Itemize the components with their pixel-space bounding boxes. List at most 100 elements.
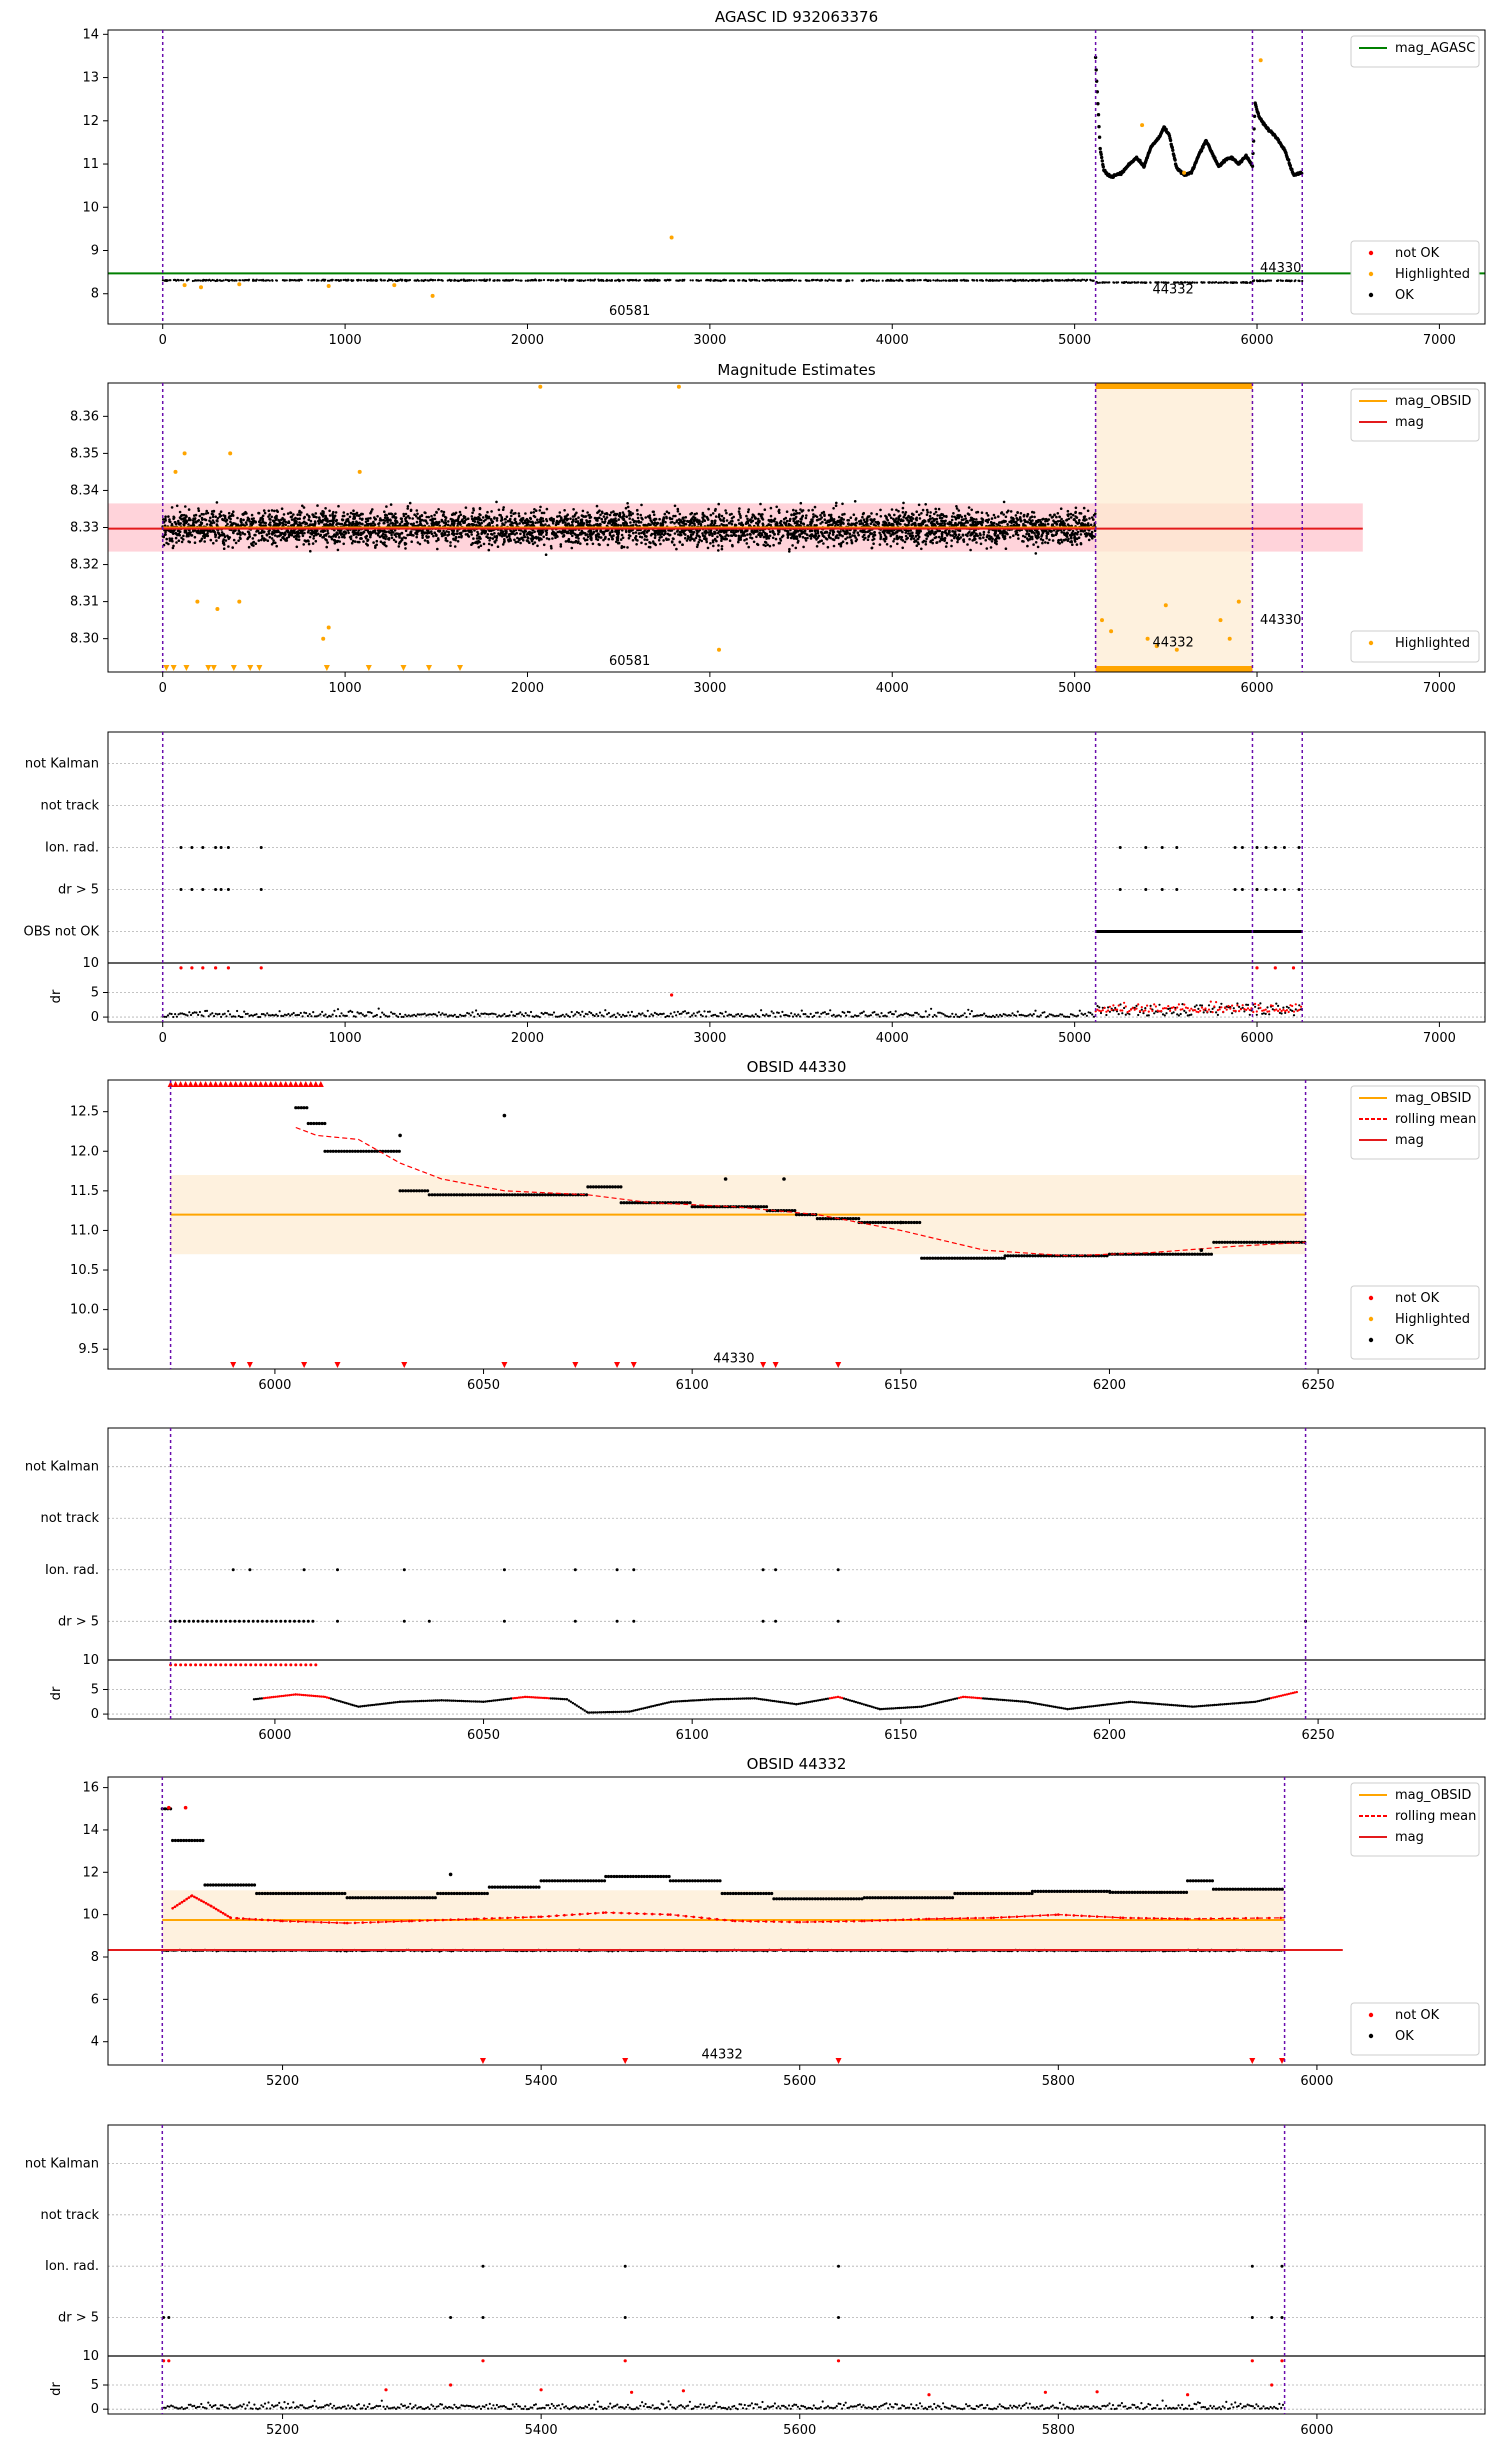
data-point-ok: [170, 506, 174, 509]
data-point-ok: [746, 533, 749, 536]
data-point-ok: [558, 514, 561, 518]
data-point-ok: [741, 279, 744, 282]
x-tick-label: 3000: [693, 333, 726, 348]
data-point-ok: [788, 279, 791, 282]
data-point-ok: [272, 541, 275, 545]
data-point-ok: [761, 513, 764, 516]
data-point-ok: [1062, 520, 1065, 523]
data-point-ok: [433, 513, 436, 517]
data-point-ok: [440, 510, 443, 513]
data-point-ok: [866, 538, 870, 541]
data-point-ok: [918, 535, 921, 539]
data-point-ok: [220, 531, 224, 534]
data-point-ok: [805, 533, 809, 536]
data-point-ok: [563, 515, 567, 518]
legend-marker-swatch: [1368, 292, 1374, 298]
data-point-ok: [932, 279, 935, 282]
data-point-ok: [211, 513, 215, 516]
data-point-ok: [255, 279, 258, 282]
data-point-ok: [519, 532, 522, 536]
data-point-ok: [413, 279, 416, 282]
data-point-ok: [852, 531, 855, 534]
data-point-ok: [1001, 279, 1004, 282]
data-point-highlighted: [430, 293, 435, 298]
data-point-ok: [328, 514, 332, 517]
data-point-ok: [817, 518, 820, 521]
data-point-ok: [826, 279, 829, 282]
data-point-ok: [224, 539, 228, 542]
data-point-ok: [212, 521, 216, 524]
data-point-ok: [934, 535, 938, 539]
data-point-ok: [752, 540, 756, 544]
data-point-ok: [617, 518, 620, 521]
data-point-ok: [709, 278, 712, 281]
data-point-ok: [563, 509, 566, 512]
data-point-ok: [675, 279, 678, 282]
data-point-ok: [216, 519, 219, 523]
data-point-ok: [727, 534, 730, 537]
data-point-ok: [305, 522, 309, 525]
data-point-ok: [426, 522, 429, 525]
data-point-ok: [355, 536, 358, 539]
data-point-ok: [1005, 531, 1008, 534]
data-point-ok: [901, 519, 904, 523]
data-point-ok: [444, 516, 448, 519]
data-point-ok: [925, 508, 929, 512]
data-point-ok: [705, 540, 708, 544]
data-point-ok: [1034, 279, 1037, 282]
data-point-ok: [712, 279, 715, 282]
data-point-ok: [431, 279, 434, 282]
data-point-ok: [270, 537, 274, 540]
data-point-ok: [659, 542, 662, 546]
data-point-ok: [408, 501, 412, 505]
data-point-ok: [831, 279, 835, 282]
data-point-highlighted: [1182, 170, 1187, 175]
data-point-ok: [243, 279, 246, 282]
data-point-ok: [427, 279, 430, 282]
data-point-ok: [183, 516, 187, 520]
data-point-ok: [437, 278, 441, 282]
data-point-ok: [526, 536, 529, 539]
data-point-ok: [1301, 279, 1304, 283]
data-point-ok: [1252, 279, 1255, 282]
data-point-ok: [476, 530, 479, 534]
data-point-ok: [216, 531, 220, 534]
data-point-ok: [921, 508, 925, 512]
data-point-ok: [307, 529, 311, 532]
data-point-ok: [457, 535, 461, 539]
data-point-ok: [805, 514, 808, 517]
data-point-ok: [847, 519, 851, 522]
data-point-ok: [1155, 281, 1158, 284]
data-point-ok: [768, 530, 772, 533]
data-point-ok: [975, 518, 978, 521]
data-point-ok: [683, 278, 686, 281]
data-point-ok: [446, 534, 450, 537]
data-point-ok: [589, 537, 592, 540]
data-point-ok: [745, 514, 748, 518]
data-point-ok: [272, 539, 275, 542]
data-point-ok: [268, 513, 272, 516]
data-point-ok: [640, 503, 643, 507]
data-point-ok: [872, 542, 875, 545]
data-point-ok: [908, 279, 911, 282]
data-point-ok: [447, 530, 451, 534]
data-point-ok: [446, 523, 450, 527]
data-point-ok: [258, 279, 261, 282]
data-point-ok: [1015, 531, 1019, 534]
data-point-ok: [706, 518, 710, 521]
data-point-ok: [851, 279, 854, 282]
data-point-ok: [540, 511, 544, 515]
data-point-ok: [992, 513, 996, 517]
data-point-ok: [526, 279, 530, 282]
data-point-ok: [402, 512, 406, 516]
data-point-ok: [731, 544, 734, 548]
data-point-ok: [626, 505, 630, 509]
data-point-ok: [415, 520, 419, 524]
data-point-ok: [673, 522, 676, 525]
data-point-ok: [415, 535, 419, 539]
data-point-ok: [827, 534, 831, 537]
data-point-ok: [809, 537, 813, 540]
data-point-ok: [737, 510, 741, 513]
data-point-ok: [758, 279, 761, 282]
data-point-ok: [564, 521, 567, 524]
